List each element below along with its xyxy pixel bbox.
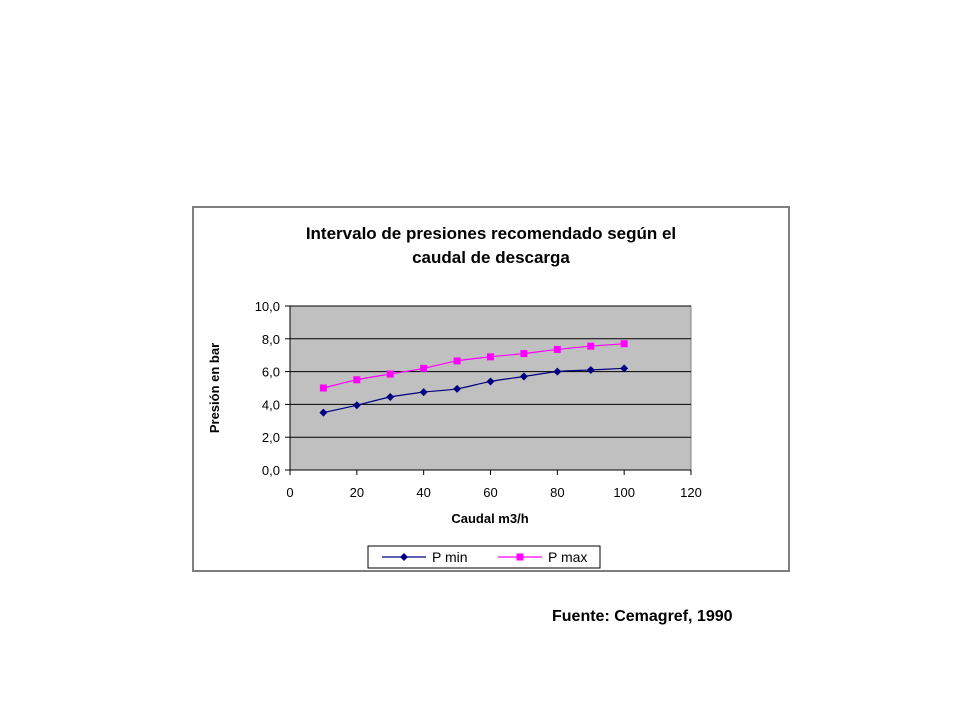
- legend-label-p-min: P min: [432, 549, 468, 565]
- chart-title-line-1: Intervalo de presiones recomendado según…: [306, 224, 676, 243]
- data-point-p-max: [319, 384, 327, 392]
- x-tick-label: 60: [483, 485, 497, 500]
- data-point-p-min: [319, 408, 328, 417]
- source-note: Fuente: Cemagref, 1990: [552, 608, 733, 625]
- data-point-p-max: [420, 364, 428, 372]
- data-point-p-max: [386, 370, 394, 378]
- legend-label-p-max: P max: [548, 549, 587, 565]
- plot-area: [289, 305, 692, 471]
- data-point-p-min: [586, 365, 595, 374]
- legend-box: [367, 545, 601, 569]
- y-tick-label: 0,0: [262, 463, 280, 478]
- y-tick-label: 6,0: [262, 365, 280, 380]
- x-tick-label: 40: [416, 485, 430, 500]
- data-point-p-max: [520, 350, 528, 358]
- legend-marker-p-max: [516, 553, 524, 561]
- chart-frame: Intervalo de presiones recomendado según…: [192, 206, 790, 572]
- y-tick-label: 10,0: [255, 299, 280, 314]
- series-line-p-min: [323, 367, 625, 414]
- x-tick-label: 120: [680, 485, 702, 500]
- legend: P min P max: [367, 545, 601, 569]
- x-axis-ticks: 0 20 40 60 80 100 120: [286, 469, 702, 500]
- series-layer: [319, 340, 629, 417]
- y-tick-label: 2,0: [262, 430, 280, 445]
- data-point-p-min: [486, 377, 495, 386]
- series-line-p-max: [323, 343, 625, 389]
- data-point-p-min: [386, 393, 395, 402]
- y-tick-label: 4,0: [262, 397, 280, 412]
- x-tick-label: 100: [613, 485, 635, 500]
- y-tick-label: 8,0: [262, 332, 280, 347]
- data-point-p-max: [587, 342, 595, 350]
- data-point-p-min: [519, 372, 528, 381]
- legend-marker-p-min: [400, 553, 408, 561]
- data-point-p-min: [419, 388, 428, 397]
- data-point-p-min: [620, 364, 629, 373]
- data-point-p-max: [487, 353, 494, 361]
- legend-items: P min P max: [382, 549, 587, 565]
- y-axis-label: Presión en bar: [207, 343, 222, 433]
- data-point-p-max: [620, 340, 628, 348]
- data-point-p-min: [352, 401, 361, 410]
- data-point-p-max: [553, 345, 561, 353]
- x-tick-label: 0: [286, 485, 293, 500]
- y-axis-ticks: 0,0 2,0 4,0 6,0 8,0 10,0: [255, 299, 291, 478]
- data-point-p-max: [353, 376, 361, 384]
- x-tick-label: 80: [550, 485, 564, 500]
- data-point-p-min: [553, 367, 562, 376]
- chart-svg: Intervalo de presiones recomendado según…: [207, 224, 702, 569]
- chart-title-line-2: caudal de descarga: [412, 248, 570, 267]
- data-point-p-min: [453, 384, 462, 393]
- x-axis-label: Caudal m3/h: [451, 511, 528, 526]
- x-tick-label: 20: [350, 485, 364, 500]
- data-point-p-max: [453, 357, 461, 365]
